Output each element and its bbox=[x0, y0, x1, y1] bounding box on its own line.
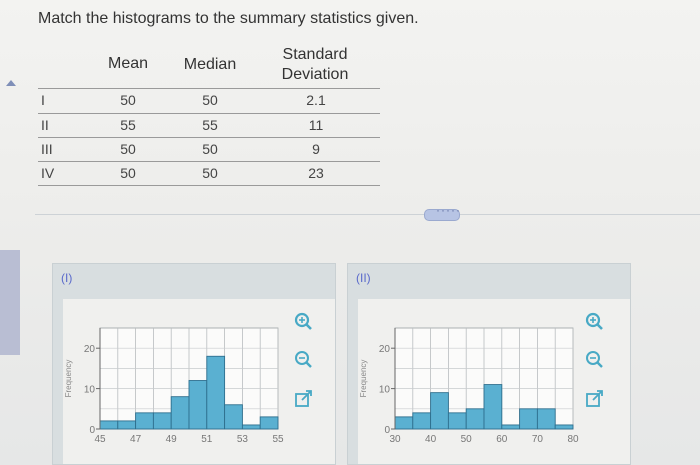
histogram-bar bbox=[241, 424, 261, 430]
median-cell: 50 bbox=[202, 141, 218, 157]
x-tick-label: 49 bbox=[166, 434, 178, 445]
panel-caption: (II) bbox=[356, 271, 371, 285]
sd-cell: 23 bbox=[308, 165, 324, 181]
histogram-bar bbox=[188, 380, 208, 430]
histogram-bar bbox=[536, 408, 556, 430]
median-cell: 50 bbox=[202, 165, 218, 181]
histogram-bar bbox=[412, 412, 432, 430]
x-tick-label: 47 bbox=[130, 434, 142, 445]
histogram-bar bbox=[224, 404, 243, 430]
zoom-in-icon[interactable] bbox=[293, 312, 317, 332]
header-median: Median bbox=[183, 56, 237, 73]
table-row: II 55 55 11 bbox=[36, 114, 380, 137]
histogram-bar bbox=[135, 412, 154, 430]
y-axis-label: Frequency bbox=[64, 360, 73, 398]
zoom-in-icon[interactable] bbox=[584, 312, 608, 332]
x-tick-label: 60 bbox=[496, 434, 508, 445]
table-rule bbox=[38, 161, 380, 162]
histogram-panel-1[interactable]: (I) 0 10 20 Frequency 45 47 49 51 53 55 bbox=[52, 263, 336, 465]
x-tick-label: 45 bbox=[94, 434, 106, 445]
mean-cell: 55 bbox=[120, 117, 136, 133]
more-options-button[interactable]: ····· bbox=[424, 203, 460, 221]
histogram-bar bbox=[430, 392, 449, 430]
row-label: II bbox=[41, 117, 49, 133]
open-new-window-icon[interactable] bbox=[294, 390, 318, 410]
y-tick-label: 20 bbox=[379, 344, 391, 355]
median-cell: 50 bbox=[202, 92, 218, 108]
sd-cell: 2.1 bbox=[306, 92, 326, 108]
zoom-out-icon[interactable] bbox=[293, 350, 317, 370]
header-sd-line1: Standard bbox=[282, 46, 348, 63]
table-row: IV 50 50 23 bbox=[36, 162, 380, 185]
y-tick-label: 0 bbox=[89, 425, 95, 436]
row-label: III bbox=[41, 141, 53, 157]
x-tick-label: 40 bbox=[425, 434, 437, 445]
question-prompt: Match the histograms to the summary stat… bbox=[38, 10, 419, 27]
collapse-arrow-icon[interactable] bbox=[6, 80, 16, 86]
histogram-bar bbox=[394, 416, 414, 430]
histogram-bar bbox=[554, 424, 574, 430]
x-tick-label: 30 bbox=[389, 434, 401, 445]
table-rule bbox=[38, 185, 380, 186]
histogram-bar bbox=[465, 408, 485, 430]
section-divider bbox=[35, 214, 700, 215]
histogram-bar bbox=[170, 396, 190, 430]
zoom-out-icon[interactable] bbox=[584, 350, 608, 370]
histogram-bar bbox=[259, 416, 279, 430]
left-accent-bar bbox=[0, 250, 20, 355]
y-tick-label: 20 bbox=[84, 344, 96, 355]
header-mean: Mean bbox=[107, 55, 149, 72]
x-tick-label: 70 bbox=[532, 434, 544, 445]
x-tick-label: 50 bbox=[461, 434, 473, 445]
more-button-dots: ····· bbox=[436, 203, 461, 217]
sd-cell: 11 bbox=[308, 117, 324, 133]
y-tick-label: 10 bbox=[379, 385, 391, 396]
histogram-chart: 0 10 20 Frequency 30 40 50 60 70 80 bbox=[359, 327, 579, 445]
histogram-bar bbox=[206, 355, 226, 430]
x-tick-label: 53 bbox=[237, 434, 249, 445]
mean-cell: 50 bbox=[120, 92, 136, 108]
histogram-bar bbox=[99, 420, 119, 430]
y-tick-label: 0 bbox=[384, 425, 390, 436]
y-tick-label: 10 bbox=[84, 385, 96, 396]
histogram-bar bbox=[501, 424, 521, 430]
mean-cell: 50 bbox=[120, 141, 136, 157]
open-new-window-icon[interactable] bbox=[585, 390, 609, 410]
median-cell: 55 bbox=[202, 117, 218, 133]
y-axis-label: Frequency bbox=[359, 360, 368, 398]
histogram-panel-2[interactable]: (II) 0 10 20 Frequency 30 40 50 60 70 80 bbox=[347, 263, 631, 465]
table-rule bbox=[38, 113, 380, 114]
histogram-chart: 0 10 20 Frequency 45 47 49 51 53 55 bbox=[64, 327, 284, 445]
panel-caption: (I) bbox=[61, 271, 73, 285]
table-rule bbox=[38, 137, 380, 138]
x-tick-label: 80 bbox=[567, 434, 579, 445]
header-sd-line2: Deviation bbox=[281, 66, 349, 83]
table-row: III 50 50 9 bbox=[36, 138, 380, 161]
histogram-bar bbox=[519, 408, 538, 430]
table-rule bbox=[38, 88, 380, 89]
row-label: I bbox=[41, 92, 45, 108]
x-tick-label: 55 bbox=[272, 434, 284, 445]
x-tick-label: 51 bbox=[201, 434, 213, 445]
row-label: IV bbox=[41, 165, 55, 181]
mean-cell: 50 bbox=[120, 165, 136, 181]
histogram-bar bbox=[447, 412, 467, 430]
histogram-bar bbox=[117, 420, 137, 430]
histogram-bar bbox=[483, 384, 503, 430]
histogram-bar bbox=[152, 412, 172, 430]
sd-cell: 9 bbox=[312, 141, 320, 157]
table-row: I 50 50 2.1 bbox=[36, 89, 380, 112]
